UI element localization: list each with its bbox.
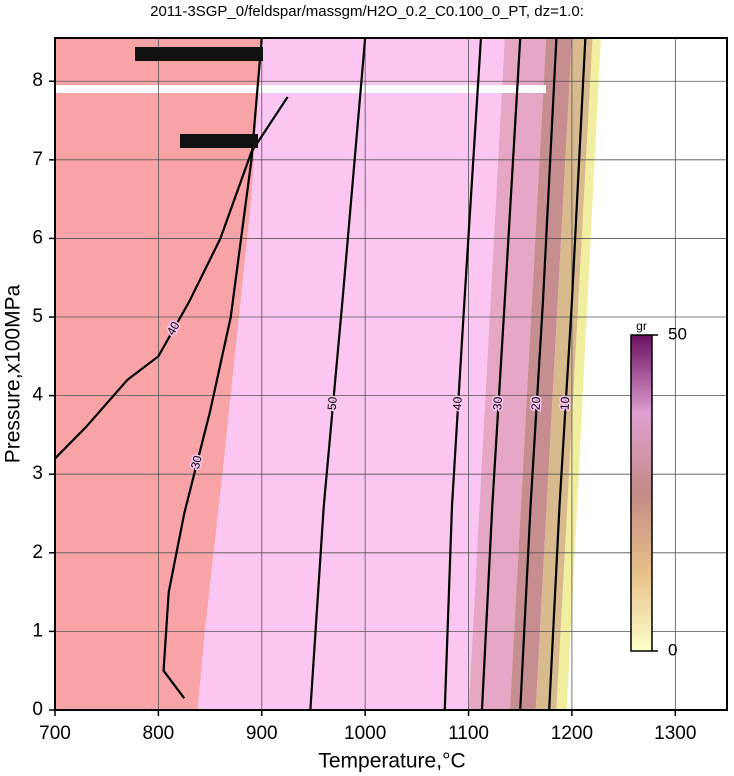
contour-label: 40 bbox=[450, 396, 465, 410]
contour-label: 10 bbox=[558, 396, 573, 410]
x-tick-label: 1000 bbox=[344, 723, 386, 744]
contour-line bbox=[162, 38, 263, 699]
region bbox=[468, 38, 547, 710]
contour-line bbox=[443, 38, 483, 710]
x-tick-label: 900 bbox=[246, 723, 278, 744]
y-axis-label: Pressure,x100MPa bbox=[2, 284, 25, 463]
colorbar-label: gr bbox=[636, 319, 647, 333]
colorbar bbox=[630, 334, 653, 652]
region bbox=[509, 38, 572, 710]
x-tick-label: 800 bbox=[143, 723, 175, 744]
y-tick-label: 5 bbox=[32, 306, 43, 327]
noise-block bbox=[135, 47, 263, 61]
y-tick-label: 7 bbox=[32, 149, 43, 170]
y-tick-label: 0 bbox=[32, 699, 43, 720]
x-tick-label: 1300 bbox=[654, 723, 696, 744]
region bbox=[556, 38, 601, 710]
noise-block bbox=[180, 134, 258, 148]
x-tick-label: 1100 bbox=[448, 723, 489, 744]
y-tick-label: 2 bbox=[32, 542, 43, 563]
chart-title: 2011-3SGP_0/feldspar/massgm/H2O_0.2_C0.1… bbox=[150, 3, 584, 20]
contour-line bbox=[519, 38, 558, 710]
y-tick-label: 8 bbox=[32, 70, 43, 91]
colorbar-tick-label: 50 bbox=[668, 324, 687, 343]
region bbox=[55, 85, 547, 94]
x-tick-label: 700 bbox=[39, 723, 71, 744]
region bbox=[535, 38, 593, 710]
x-tick-label: 1200 bbox=[551, 723, 593, 744]
y-tick-label: 3 bbox=[32, 463, 43, 484]
contour-line bbox=[480, 38, 522, 710]
contour-label: 30 bbox=[490, 396, 505, 410]
y-tick-label: 6 bbox=[32, 227, 43, 248]
y-tick-label: 1 bbox=[32, 620, 43, 641]
contour-line bbox=[55, 96, 289, 460]
contour-label: 50 bbox=[325, 396, 340, 411]
plot-frame bbox=[54, 37, 728, 711]
contour-line bbox=[309, 38, 367, 710]
y-tick-label: 4 bbox=[32, 385, 43, 406]
contour-label: 30 bbox=[188, 454, 205, 471]
x-axis-label: Temperature,°C bbox=[318, 750, 465, 773]
region bbox=[197, 38, 505, 710]
contour-line bbox=[548, 38, 587, 710]
colorbar-tick-label: 0 bbox=[668, 640, 677, 659]
contour-label: 20 bbox=[529, 396, 544, 410]
